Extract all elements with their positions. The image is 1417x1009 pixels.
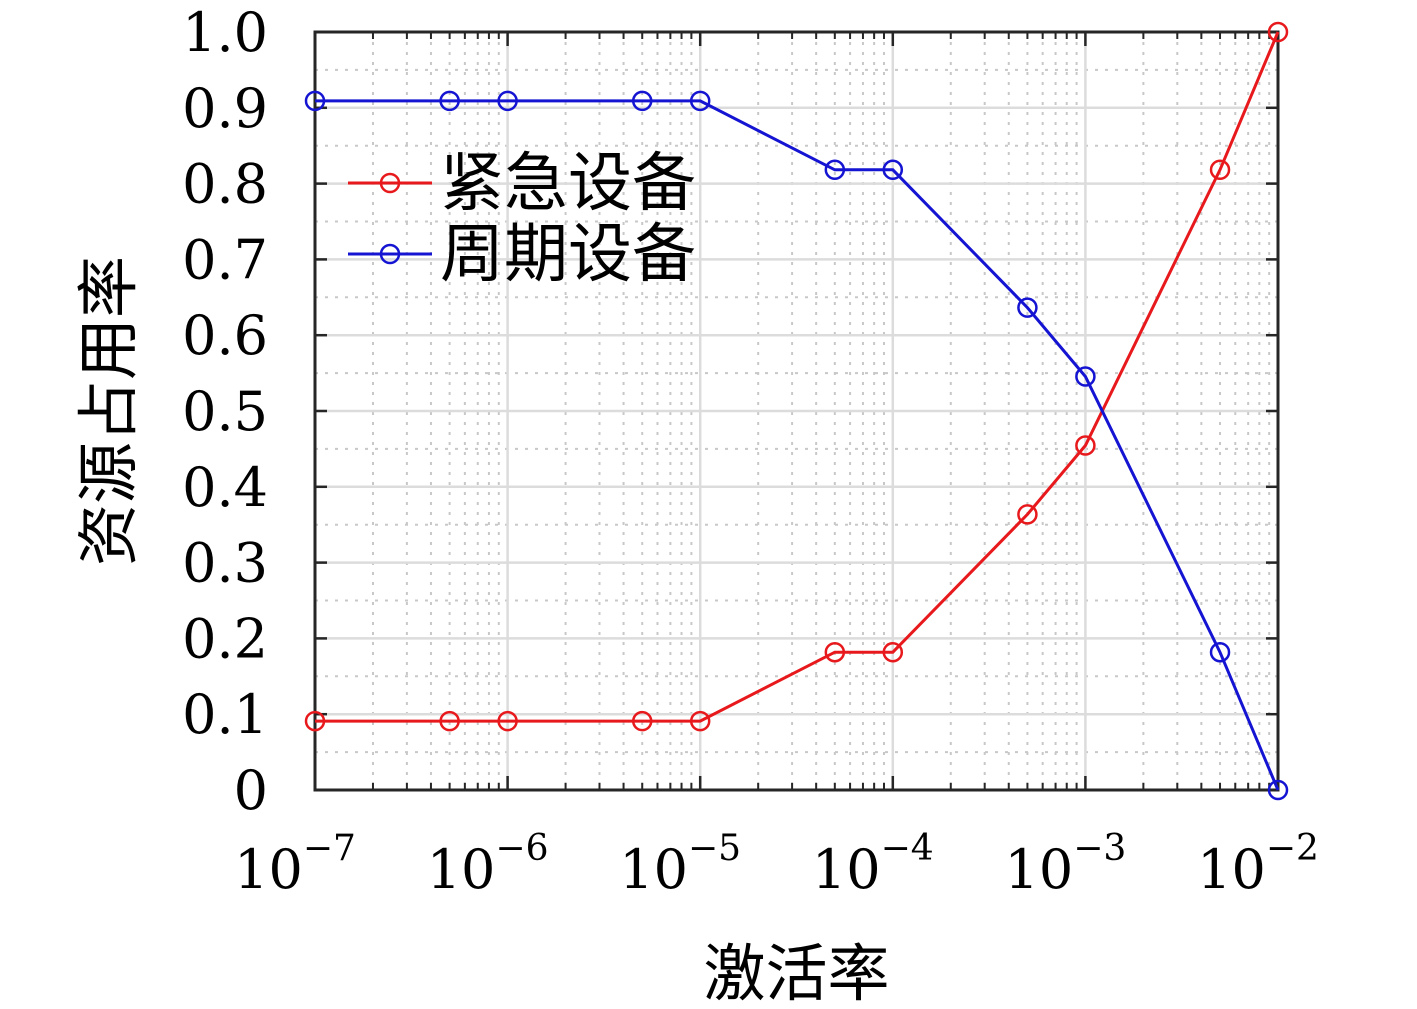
series-lines — [304, 21, 1289, 801]
data-point — [631, 90, 653, 112]
legend-marker — [379, 243, 401, 265]
data-point — [882, 159, 904, 181]
x-tick-label: 10−6 — [427, 828, 549, 901]
data-point — [689, 710, 711, 732]
x-tick-label: 10−4 — [812, 828, 934, 901]
y-tick-label: 0.8 — [182, 153, 268, 216]
data-point — [1267, 21, 1289, 43]
data-point — [304, 710, 326, 732]
legend-label: 紧急设备 — [440, 147, 696, 221]
y-tick-label: 0 — [234, 759, 268, 822]
x-tick-label: 10−2 — [1197, 828, 1319, 901]
series-line — [315, 31, 1280, 723]
x-tick-label: 10−3 — [1005, 828, 1127, 901]
y-tick-label: 0.5 — [182, 380, 268, 443]
legend-label: 周期设备 — [440, 218, 696, 292]
data-point — [439, 710, 460, 732]
data-point — [1017, 504, 1038, 525]
data-point — [1075, 366, 1096, 387]
x-tick-labels: 10−7 10−6 10−5 10−4 10−3 10−2 — [234, 828, 1319, 901]
series-line — [315, 99, 1280, 791]
data-point — [1209, 641, 1231, 663]
legend-marker — [379, 172, 401, 194]
y-tick-labels: 0 0.1 0.2 0.3 0.4 0.5 0.6 0.7 0.8 0.9 1.0 — [182, 1, 268, 822]
y-tick-label: 0.1 — [182, 683, 268, 746]
grid — [313, 30, 1280, 792]
data-point — [1267, 779, 1289, 801]
x-axis-title: 激活率 — [703, 937, 889, 1009]
y-tick-label: 0.9 — [182, 77, 268, 140]
y-tick-label: 0.7 — [182, 228, 268, 291]
data-point — [882, 641, 904, 663]
y-tick-label: 0.2 — [182, 607, 268, 670]
data-point — [497, 90, 518, 112]
data-point — [824, 159, 846, 181]
data-point — [824, 641, 846, 663]
data-point — [497, 710, 518, 732]
x-tick-label: 10−5 — [619, 828, 741, 901]
y-tick-label: 0.6 — [182, 304, 268, 367]
y-tick-label: 0.4 — [182, 456, 268, 519]
y-tick-label: 0.3 — [182, 532, 268, 595]
data-point — [689, 90, 711, 112]
data-point — [1075, 435, 1096, 456]
data-point — [439, 90, 460, 112]
data-point — [304, 90, 326, 112]
data-point — [1017, 297, 1038, 318]
data-point — [1209, 159, 1231, 181]
data-point — [631, 710, 653, 732]
x-tick-label: 10−7 — [234, 828, 356, 901]
y-axis-title: 资源占用率 — [72, 256, 145, 566]
tick-marks — [313, 30, 1280, 792]
y-tick-label: 1.0 — [182, 1, 268, 64]
